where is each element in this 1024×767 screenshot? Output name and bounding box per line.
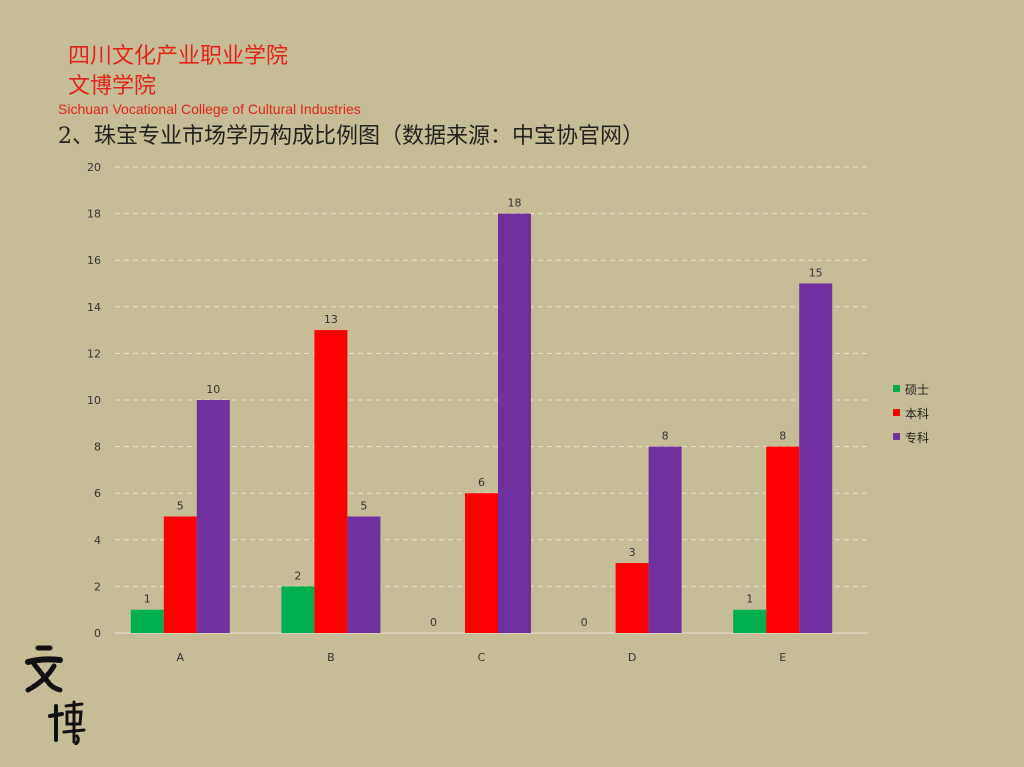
- data-label: 1: [144, 593, 151, 606]
- bar: [615, 563, 649, 633]
- data-label: 8: [779, 430, 786, 443]
- y-tick-label: 18: [87, 208, 101, 221]
- legend-swatch: [893, 385, 900, 392]
- x-tick-label: B: [327, 651, 335, 664]
- data-label: 3: [629, 546, 636, 559]
- x-tick-label: D: [628, 651, 636, 664]
- x-tick-label: A: [177, 651, 185, 664]
- y-tick-label: 4: [94, 534, 101, 547]
- bar: [347, 516, 381, 633]
- data-label: 13: [324, 313, 338, 326]
- school-name-cn: 文博学院: [68, 74, 157, 99]
- bar: [281, 586, 315, 633]
- y-tick-label: 8: [94, 441, 101, 454]
- bar: [465, 493, 498, 633]
- x-tick-label: C: [478, 651, 486, 664]
- bar: [766, 446, 800, 633]
- legend-swatch: [893, 409, 900, 416]
- data-label: 15: [809, 267, 823, 280]
- bar: [196, 400, 230, 633]
- data-label: 0: [581, 616, 588, 629]
- y-tick-label: 16: [87, 254, 101, 267]
- college-name-en: Sichuan Vocational College of Cultural I…: [58, 101, 361, 117]
- y-tick-label: 12: [87, 347, 101, 360]
- y-tick-label: 2: [94, 580, 101, 593]
- data-label: 8: [662, 430, 669, 443]
- slide-title: 2、珠宝专业市场学历构成比例图（数据来源：中宝协官网）: [58, 124, 644, 149]
- legend-label: 本科: [905, 407, 929, 421]
- y-tick-label: 14: [87, 301, 101, 314]
- bar: [314, 330, 348, 633]
- data-label: 2: [294, 569, 301, 582]
- data-label: 0: [430, 616, 437, 629]
- bar: [648, 446, 682, 633]
- bar: [498, 213, 531, 633]
- college-name-cn: 四川文化产业职业学院: [68, 44, 289, 69]
- y-tick-label: 0: [94, 627, 101, 640]
- legend-label: 专科: [905, 430, 929, 445]
- bar: [163, 516, 197, 633]
- legend-label: 硕士: [905, 383, 929, 397]
- wenbo-logo: [25, 645, 86, 745]
- data-label: 5: [177, 500, 184, 513]
- y-tick-label: 10: [87, 394, 101, 407]
- bar: [799, 283, 833, 633]
- legend-swatch: [893, 433, 900, 440]
- data-label: 10: [206, 383, 220, 396]
- data-label: 6: [478, 476, 485, 489]
- bar: [733, 609, 767, 633]
- x-tick-label: E: [779, 651, 786, 664]
- data-label: 1: [746, 593, 753, 606]
- y-tick-label: 6: [94, 487, 101, 500]
- data-label: 5: [360, 500, 367, 513]
- y-tick-label: 20: [87, 161, 101, 174]
- bar: [130, 609, 164, 633]
- data-label: 18: [508, 197, 522, 210]
